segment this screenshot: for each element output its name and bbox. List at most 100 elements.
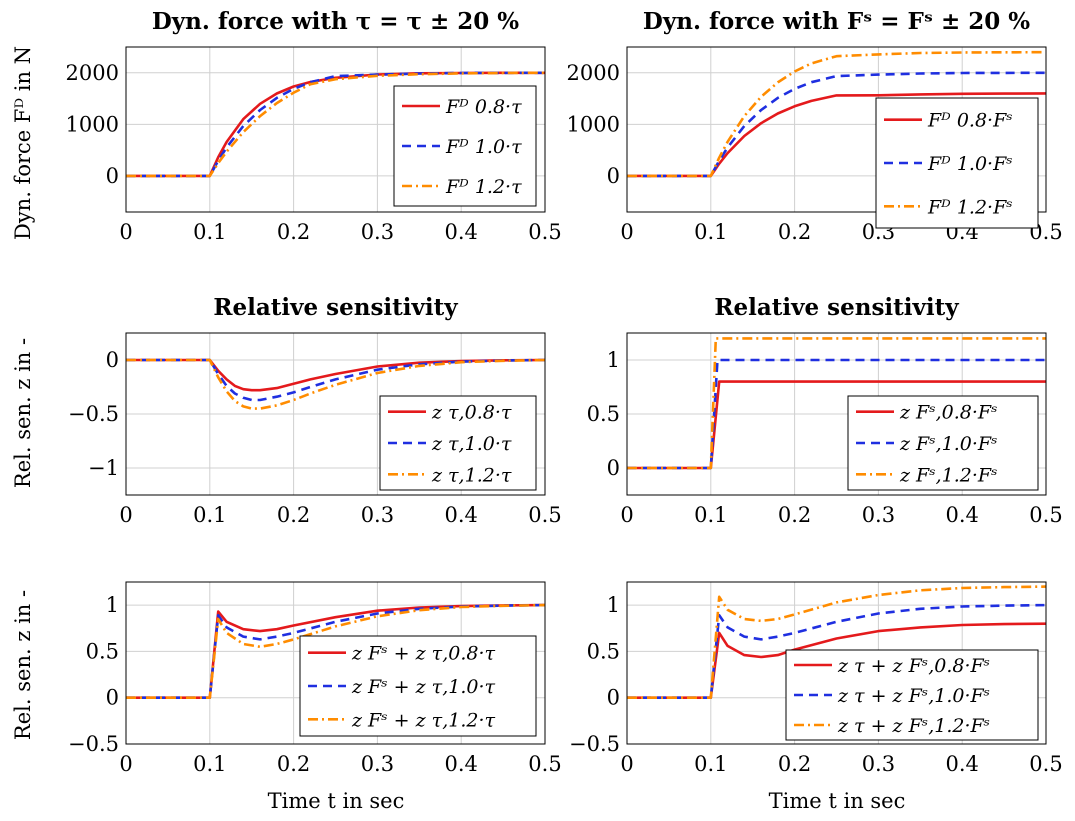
legend: z τ,0.8·τ z τ,1.0·τ z τ,1.2·τ: [379, 395, 537, 491]
x-tick-label: 0.5: [528, 752, 561, 776]
y-tick-label: −0.5: [569, 732, 620, 756]
ylabel-row2: Rel. sen. z in -: [11, 338, 35, 488]
x-tick-label: 0.4: [945, 503, 978, 527]
y-tick-label: −0.5: [68, 402, 119, 426]
x-tick-label: 0.1: [193, 752, 226, 776]
y-tick-label: −1: [88, 456, 119, 480]
y-tick-label: 0.5: [587, 402, 620, 426]
y-tick-label: 2000: [66, 61, 119, 85]
legend-entry: z τ + z Fˢ,1.2·Fˢ: [837, 715, 990, 737]
legend-entry: z Fˢ + z τ,1.2·τ: [351, 709, 495, 731]
x-tick-label: 0.3: [361, 220, 394, 244]
legend: Fᴰ 0.8·τ Fᴰ 1.0·τ Fᴰ 1.2·τ: [393, 85, 537, 207]
x-tick-label: 0: [119, 503, 132, 527]
legend-entry: Fᴰ 0.8·τ: [445, 96, 522, 118]
x-tick-label: 0.1: [694, 503, 727, 527]
chart-p21: 0 0.1 0.2 0.3 0.4 0.5 −1 −0.5 0 Relative sensitiv…: [68, 294, 562, 527]
ylabel-row1: Dyn. force Fᴰ in N: [11, 46, 35, 240]
x-tick-label: 0.4: [945, 752, 978, 776]
x-tick-label: 0.1: [694, 752, 727, 776]
legend-entry: Fᴰ 1.2·τ: [445, 176, 522, 198]
x-tick-label: 0: [119, 752, 132, 776]
axes-frame: [626, 46, 1047, 213]
x-tick-label: 0: [119, 220, 132, 244]
y-tick-label: 0: [106, 686, 119, 710]
series-line-2: [627, 71, 1046, 178]
chart-p11: 0 0.1 0.2 0.3 0.4 0.5 0 1000 2000 Dyn. force with…: [66, 8, 562, 244]
y-tick-label: 0: [106, 164, 119, 188]
x-tick-label: 0.1: [694, 220, 727, 244]
chart-title: Dyn. force with τ = τ ± 20 %: [152, 8, 519, 35]
series-line-3: [627, 50, 1046, 178]
x-tick-label: 0.2: [778, 503, 811, 527]
y-tick-label: 0: [106, 348, 119, 372]
x-tick-label: 0: [620, 752, 633, 776]
y-tick-label: 0: [607, 456, 620, 480]
legend-entry: z τ,1.2·τ: [431, 464, 512, 486]
legend-entry: z Fˢ,1.2·Fˢ: [899, 464, 998, 486]
series-line-3: [126, 603, 545, 699]
legend-entry: z Fˢ + z τ,1.0·τ: [351, 676, 495, 698]
axes-frame: [125, 46, 546, 213]
x-tick-label: 0.5: [528, 220, 561, 244]
series-line-3: [126, 71, 545, 178]
legend-entry: z τ + z Fˢ,1.0·Fˢ: [837, 685, 990, 707]
legend: z Fˢ,0.8·Fˢ z Fˢ,1.0·Fˢ z Fˢ,1.2·Fˢ: [847, 395, 1039, 491]
legend-entry: z Fˢ,0.8·Fˢ: [899, 402, 998, 424]
x-tick-label: 0.5: [528, 503, 561, 527]
x-tick-label: 0: [620, 503, 633, 527]
legend-entry: Fᴰ 0.8·Fˢ: [927, 110, 1013, 132]
chart-p22: 0 0.1 0.2 0.3 0.4 0.5 0 0.5 1 Relative sensitivit…: [587, 294, 1063, 527]
series-line-3: [627, 585, 1046, 699]
ylabel-row3: Rel. sen. z in -: [11, 590, 35, 740]
axes-frame: [626, 581, 1047, 745]
legend-entry: Fᴰ 1.0·τ: [445, 136, 522, 158]
x-tick-label: 0.3: [862, 752, 895, 776]
series-line-2: [627, 603, 1046, 699]
x-tick-label: 0.3: [361, 752, 394, 776]
legend-entry: Fᴰ 1.0·Fˢ: [927, 153, 1013, 175]
chart-p31: 0 0.1 0.2 0.3 0.4 0.5−0.500.51z Fˢ + z τ,0.8·…: [68, 581, 562, 776]
axes-frame: [626, 332, 1047, 496]
x-tick-label: 0.3: [862, 503, 895, 527]
x-tick-label: 0.4: [444, 503, 477, 527]
y-tick-label: 0: [607, 164, 620, 188]
x-tick-label: 0.1: [193, 220, 226, 244]
x-tick-label: 0.2: [277, 220, 310, 244]
axes-frame: [125, 581, 546, 745]
x-tick-label: 0.1: [193, 503, 226, 527]
y-tick-label: 1000: [66, 112, 119, 136]
legend-entry: z τ,0.8·τ: [431, 402, 512, 424]
y-tick-label: 1: [607, 348, 620, 372]
chart-title: Relative sensitivity: [714, 294, 959, 321]
x-tick-label: 0.5: [1029, 752, 1062, 776]
y-tick-label: 1: [607, 593, 620, 617]
xlabel-left: Time t in sec: [268, 789, 405, 813]
legend: z Fˢ + z τ,0.8·τ z Fˢ + z τ,1.0·τ z Fˢ + z…: [299, 635, 537, 737]
x-tick-label: 0.5: [1029, 503, 1062, 527]
x-tick-label: 0.2: [778, 752, 811, 776]
y-tick-label: 1000: [567, 112, 620, 136]
x-tick-label: 0.3: [361, 503, 394, 527]
legend: Fᴰ 0.8·Fˢ Fᴰ 1.0·Fˢ Fᴰ 1.2·Fˢ: [875, 97, 1039, 229]
chart-title: Dyn. force with Fˢ = Fˢ ± 20 %: [643, 8, 1030, 35]
x-tick-label: 0.2: [778, 220, 811, 244]
series-line-2: [126, 71, 545, 178]
x-tick-label: 0: [620, 220, 633, 244]
series-line-3: [627, 337, 1046, 470]
y-tick-label: 0: [607, 686, 620, 710]
y-tick-label: 0.5: [587, 639, 620, 663]
legend-entry: Fᴰ 1.2·Fˢ: [927, 196, 1013, 218]
legend-entry: z τ,1.0·τ: [431, 433, 512, 455]
y-tick-label: 0.5: [86, 639, 119, 663]
series-line-1: [126, 358, 545, 392]
xlabel-right: Time t in sec: [769, 789, 906, 813]
y-tick-label: 1: [106, 593, 119, 617]
series-line-2: [126, 358, 545, 402]
axes-frame: [125, 332, 546, 496]
y-tick-label: −0.5: [68, 732, 119, 756]
x-tick-label: 0.2: [277, 503, 310, 527]
legend-entry: z τ + z Fˢ,0.8·Fˢ: [837, 655, 990, 677]
